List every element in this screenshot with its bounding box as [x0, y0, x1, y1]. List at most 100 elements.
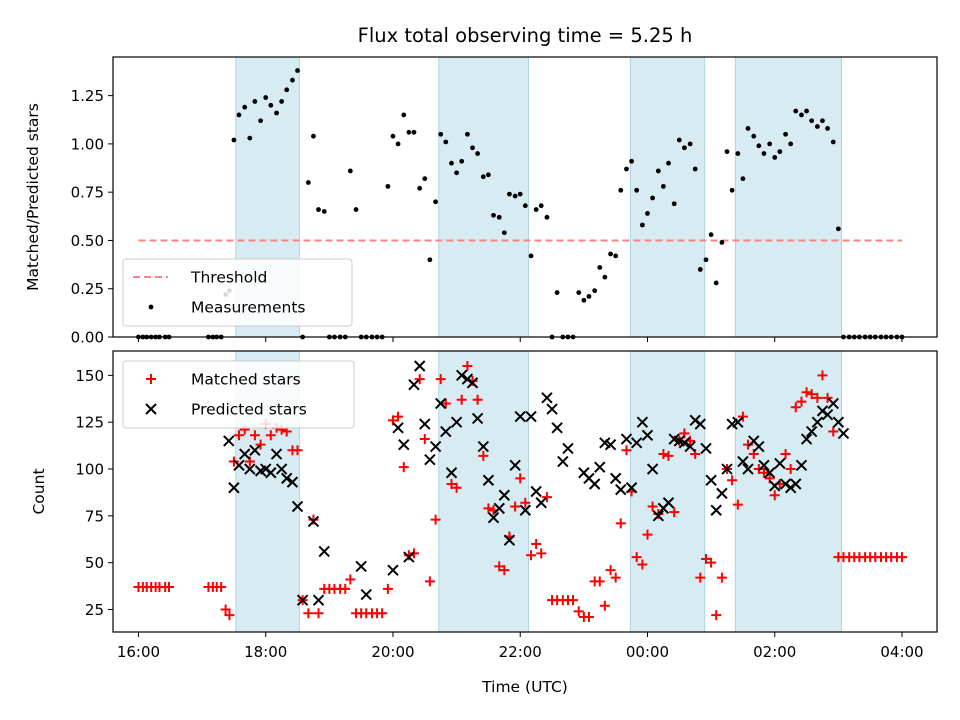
point	[530, 485, 542, 498]
y-tick-label-0-0: 0.00	[71, 329, 104, 347]
point	[700, 442, 712, 455]
point	[761, 151, 767, 156]
point	[769, 490, 780, 501]
y-tick-label-1-4: 125	[75, 414, 104, 432]
y-axis-label-1: Count	[30, 468, 48, 514]
point	[456, 394, 467, 405]
point	[443, 139, 449, 145]
point	[487, 512, 500, 524]
point	[491, 212, 496, 218]
point	[286, 476, 299, 488]
point	[401, 112, 407, 118]
point	[804, 108, 809, 114]
point	[239, 448, 251, 460]
point	[303, 608, 314, 619]
series-predicted-stars	[223, 360, 850, 606]
point	[732, 416, 744, 428]
point	[313, 608, 324, 619]
y-tick-label-0-3: 0.75	[71, 184, 104, 202]
point	[669, 507, 680, 518]
point	[393, 411, 404, 422]
point	[758, 467, 769, 478]
point	[459, 158, 465, 164]
point	[652, 510, 665, 522]
point	[653, 508, 664, 519]
point	[413, 360, 426, 372]
point	[624, 166, 629, 172]
point	[392, 422, 404, 434]
point	[433, 199, 439, 205]
point	[763, 467, 776, 479]
legend-box-1	[122, 360, 355, 429]
point	[398, 438, 410, 451]
point	[609, 472, 622, 485]
point	[820, 118, 825, 124]
point	[740, 176, 746, 182]
point	[515, 473, 526, 484]
point	[249, 444, 261, 456]
point	[594, 576, 605, 587]
series-matched-stars	[133, 360, 908, 623]
point	[244, 463, 256, 475]
point	[424, 453, 436, 466]
point	[528, 253, 534, 259]
point	[471, 412, 484, 425]
point	[498, 489, 511, 501]
point	[811, 416, 824, 428]
point	[406, 129, 412, 135]
point	[602, 274, 608, 280]
point	[671, 201, 677, 207]
point	[541, 492, 552, 503]
shaded-interval-0-3	[734, 56, 842, 338]
point	[270, 448, 283, 460]
point	[799, 112, 804, 118]
point	[274, 110, 279, 116]
point	[809, 118, 815, 124]
point	[705, 474, 717, 486]
point	[647, 501, 658, 512]
point	[742, 463, 754, 475]
point	[411, 129, 417, 135]
point	[687, 141, 693, 147]
x-tick-label-3: 22:00	[499, 643, 542, 661]
axes-frame-0	[112, 56, 938, 338]
point	[424, 576, 435, 587]
point	[800, 433, 813, 445]
point	[233, 459, 245, 471]
point	[658, 449, 669, 460]
point	[417, 185, 423, 191]
point	[509, 459, 521, 471]
legend-label-0-0: Threshold	[190, 269, 267, 287]
point	[249, 430, 260, 441]
point	[450, 416, 463, 428]
point	[465, 131, 470, 137]
count-panel: 25 50 75 100 125 150 16:00 18:00 20:00 22:00 00:00…	[30, 350, 938, 696]
point	[403, 551, 415, 563]
point	[345, 574, 356, 585]
point	[554, 290, 560, 295]
y-tick-label-1-2: 75	[85, 507, 104, 525]
point	[597, 265, 603, 270]
point	[321, 209, 327, 214]
legend-label-1-0: Matched stars	[191, 371, 301, 389]
point	[576, 290, 582, 295]
point	[646, 463, 659, 475]
y-tick-label-1-1: 50	[85, 554, 104, 572]
series-measurements	[136, 68, 905, 340]
point	[390, 133, 396, 139]
point	[353, 207, 359, 212]
point	[637, 559, 648, 570]
point	[387, 564, 399, 576]
point	[265, 467, 277, 479]
point	[496, 214, 502, 220]
point	[440, 398, 451, 409]
point	[531, 538, 542, 549]
point	[631, 552, 642, 563]
point	[494, 561, 505, 572]
point	[615, 518, 626, 529]
point	[382, 583, 393, 594]
point	[681, 145, 687, 151]
point	[832, 416, 845, 428]
point	[398, 462, 409, 473]
point	[710, 504, 722, 516]
